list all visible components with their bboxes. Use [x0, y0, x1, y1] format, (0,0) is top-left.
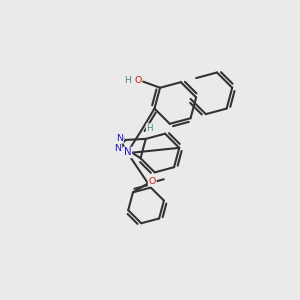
Text: H: H [147, 124, 153, 133]
Text: N: N [114, 144, 121, 153]
Text: N: N [116, 134, 123, 143]
Text: O: O [134, 76, 141, 85]
Text: N: N [124, 148, 131, 158]
Text: H: H [124, 76, 131, 85]
Text: O: O [148, 177, 156, 186]
